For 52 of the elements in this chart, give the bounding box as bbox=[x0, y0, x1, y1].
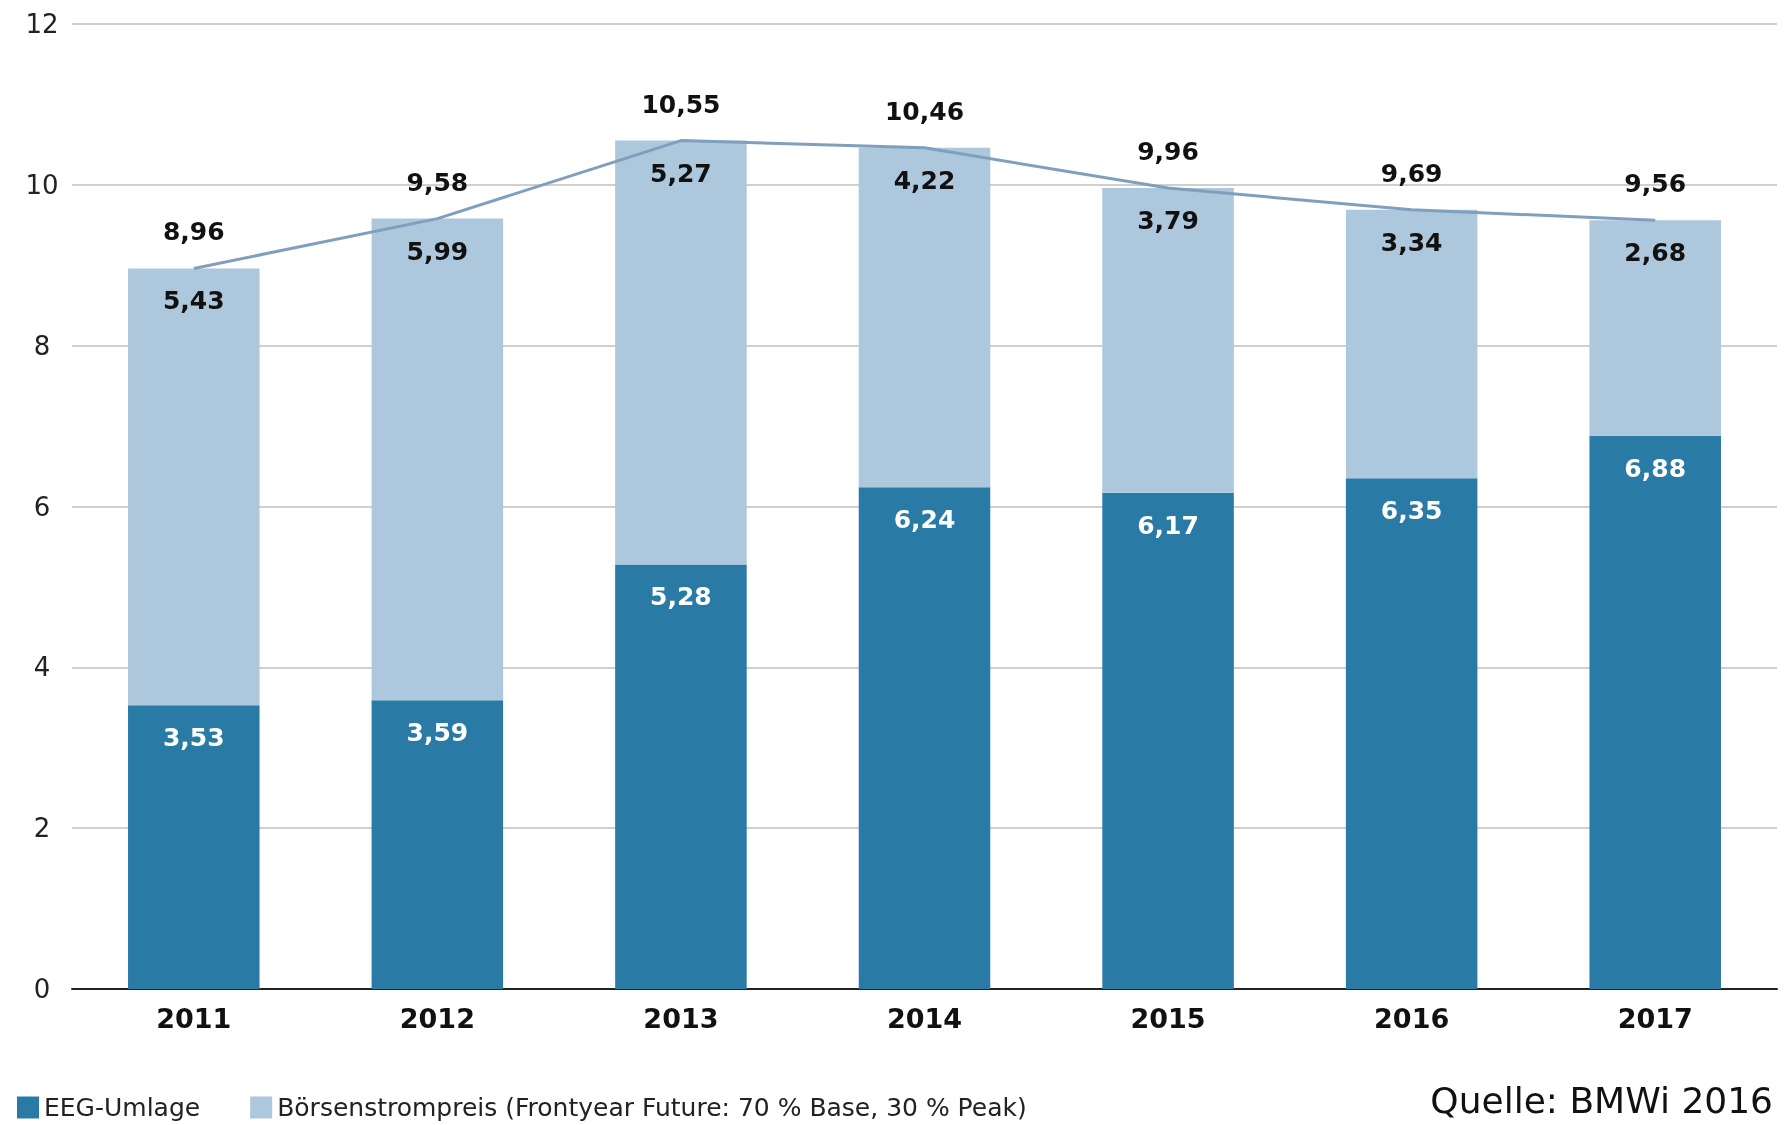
y-tick-label: 10 bbox=[25, 169, 59, 200]
y-tick-label: 6 bbox=[33, 491, 51, 522]
total-label: 9,69 bbox=[1380, 158, 1443, 188]
text: 5,99 bbox=[406, 236, 469, 266]
x-tick-label: 2016 bbox=[1374, 1003, 1450, 1034]
text: 6,88 bbox=[1624, 453, 1687, 483]
y-tick-label: 8 bbox=[33, 330, 51, 361]
total-label: 10,46 bbox=[884, 96, 965, 126]
y-tick-label: 2 bbox=[33, 813, 51, 844]
x-tick-label: 2014 bbox=[886, 1003, 963, 1034]
legend-label: Börsenstrompreis (Frontyear Future: 70 % Base, 30 % Peak) bbox=[277, 1093, 1027, 1122]
text: 6,24 bbox=[893, 505, 956, 535]
text: 4,22 bbox=[893, 165, 956, 195]
source-note: Quelle: BMWi 2016 bbox=[1430, 1079, 1774, 1121]
bar bbox=[128, 705, 260, 989]
x-tick-label: 2013 bbox=[643, 1003, 719, 1034]
bar bbox=[128, 268, 260, 706]
bar bbox=[1345, 478, 1478, 989]
bar bbox=[615, 564, 747, 989]
bar bbox=[1589, 220, 1721, 436]
bar bbox=[371, 700, 504, 989]
bar bbox=[1589, 435, 1721, 989]
bar bbox=[371, 218, 504, 701]
text: 3,53 bbox=[162, 723, 225, 753]
bar bbox=[1102, 188, 1234, 493]
text: 5,43 bbox=[162, 286, 225, 316]
total-label: 10,55 bbox=[641, 89, 721, 119]
text: 6,17 bbox=[1137, 510, 1199, 540]
bar bbox=[858, 147, 991, 488]
total-label: 8,96 bbox=[162, 217, 225, 247]
bar bbox=[615, 140, 747, 565]
y-tick-label: 4 bbox=[33, 652, 51, 683]
total-label: 9,58 bbox=[406, 167, 469, 197]
total-label: 9,96 bbox=[1137, 137, 1199, 167]
text: 3,59 bbox=[406, 718, 469, 748]
bar bbox=[858, 487, 991, 989]
text: 3,34 bbox=[1380, 227, 1443, 257]
text: 3,79 bbox=[1137, 206, 1199, 236]
text: 6,35 bbox=[1380, 496, 1443, 526]
text: 5,28 bbox=[650, 582, 712, 612]
text: 5,27 bbox=[650, 158, 712, 188]
x-tick-label: 2015 bbox=[1130, 1003, 1206, 1034]
legend-label: EEG-Umlage bbox=[44, 1093, 201, 1122]
y-tick-label: 12 bbox=[25, 9, 59, 39]
y-tick-label: 0 bbox=[33, 974, 51, 1004]
x-tick-label: 2017 bbox=[1617, 1003, 1693, 1034]
total-label: 9,56 bbox=[1624, 169, 1687, 199]
x-tick-label: 2012 bbox=[399, 1003, 475, 1034]
bar bbox=[1102, 492, 1234, 989]
x-tick-label: 2011 bbox=[156, 1003, 232, 1034]
text: 2,68 bbox=[1624, 238, 1687, 268]
bar bbox=[1345, 209, 1478, 479]
